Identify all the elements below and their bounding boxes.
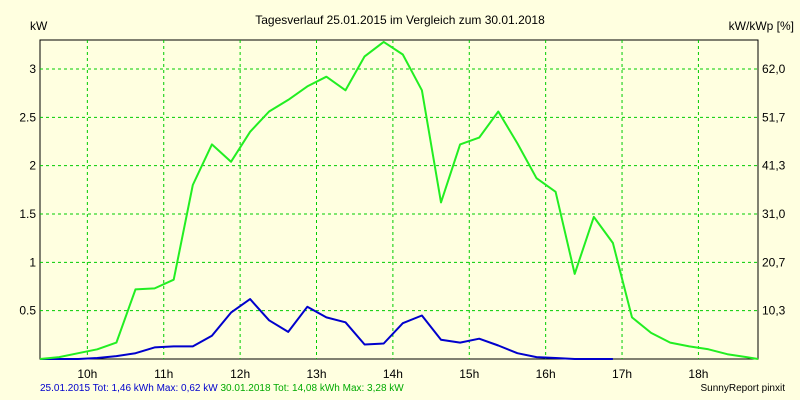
series1-summary: 25.01.2015 Tot: 1,46 kWh Max: 0,62 kW	[40, 383, 218, 394]
footer-summary: 25.01.2015 Tot: 1,46 kWh Max: 0,62 kW 30…	[40, 383, 404, 395]
x-tick-label: 18h	[688, 367, 708, 381]
x-tick-label: 14h	[383, 367, 403, 381]
plot-area	[39, 39, 759, 360]
y-tick-label-left: 0.5	[19, 304, 36, 318]
series-line-2	[39, 40, 759, 360]
y-tick-label-left: 1.5	[19, 207, 36, 221]
x-tick-label: 17h	[612, 367, 632, 381]
y-tick-label-right: 31,0	[762, 207, 786, 221]
series-lines	[39, 40, 759, 360]
x-tick-label: 13h	[306, 367, 326, 381]
x-tick-label: 11h	[154, 367, 173, 381]
chart-title: Tagesverlauf 25.01.2015 im Vergleich zum…	[255, 13, 545, 27]
y-tick-label-right: 62,0	[762, 62, 786, 76]
series-line-1	[40, 298, 613, 360]
y-tick-label-left: 3	[29, 62, 36, 76]
y-axis-left-label: kW	[30, 19, 48, 33]
series2-summary: 30.01.2018 Tot: 14,08 kWh Max: 3,28 kW	[220, 383, 404, 394]
y-tick-label-left: 1	[29, 255, 36, 269]
y-tick-label-right: 51,7	[762, 110, 786, 124]
x-tick-label: 12h	[230, 367, 250, 381]
y-tick-label-right: 20,7	[762, 255, 786, 269]
y-axis-right-label: kW/kWp [%]	[729, 19, 794, 33]
y-tick-label-right: 41,3	[762, 159, 786, 173]
x-tick-label: 16h	[536, 367, 556, 381]
y-tick-label-left: 2	[29, 159, 36, 173]
y-tick-label-right: 10,3	[762, 304, 786, 318]
footer-credit: SunnyReport pinxit	[700, 383, 786, 394]
x-tick-label: 15h	[459, 367, 479, 381]
tick-labels: 10h 11h 12h 13h 14h 15h 16h 17h 18h 0.5 10,3 1 20,7 1…	[19, 62, 785, 381]
x-tick-label: 10h	[77, 367, 97, 381]
y-tick-label-left: 2.5	[19, 110, 36, 124]
